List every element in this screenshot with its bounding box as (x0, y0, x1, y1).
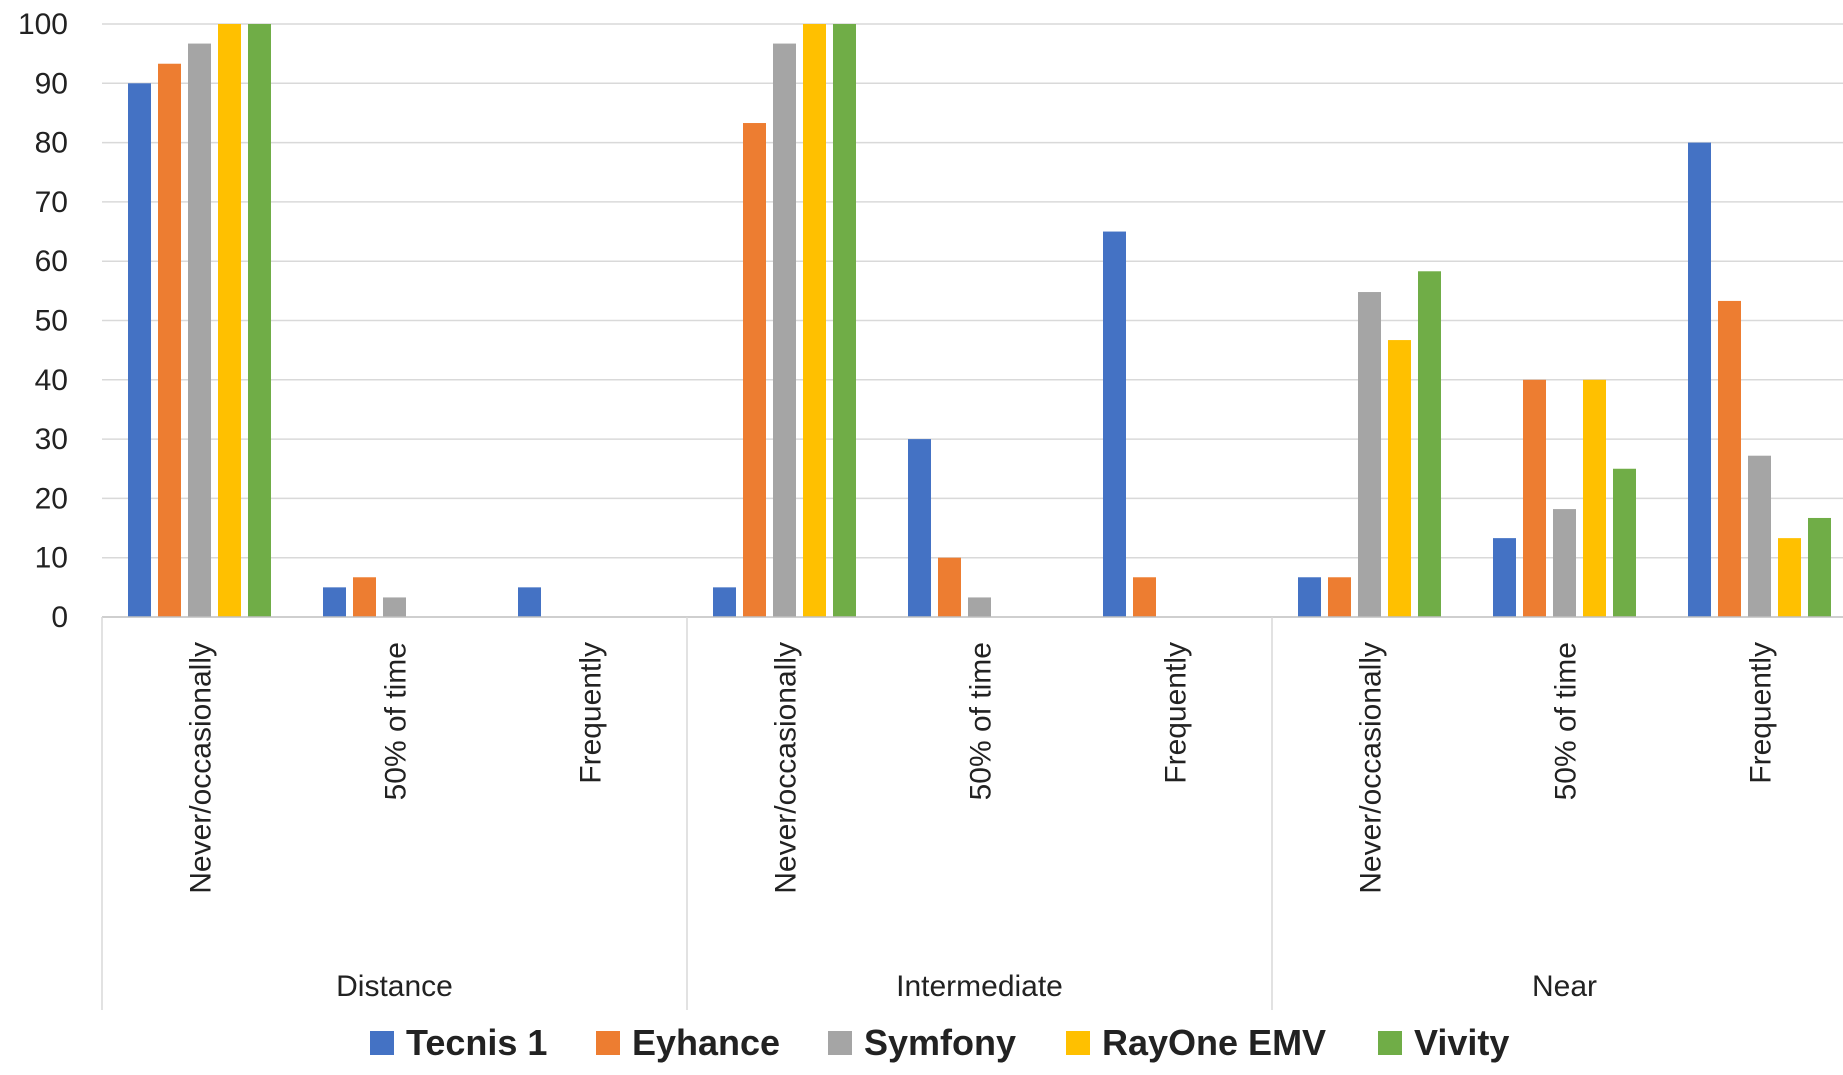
bar-rayone-emv (218, 24, 241, 617)
bar-symfony (1553, 509, 1576, 617)
x-category-label: Frequently (575, 642, 608, 784)
bar-symfony (1748, 455, 1771, 617)
bar-symfony (383, 597, 406, 617)
legend: Tecnis 1 Eyhance Symfony RayOne EMV Vivity (370, 1022, 1509, 1063)
y-tick-label: 50 (35, 305, 68, 338)
bar-tecnis-1 (1688, 142, 1711, 617)
bar-vivity (1418, 271, 1441, 617)
legend-label: Eyhance (632, 1022, 780, 1063)
legend-swatch (1066, 1031, 1090, 1055)
legend-swatch (1378, 1031, 1402, 1055)
axes: 0 10 20 30 40 50 60 70 80 90 100 Never/occasionally… (18, 8, 1843, 1010)
y-tick-label: 40 (35, 364, 68, 397)
bar-tecnis-1 (1103, 231, 1126, 618)
y-tick-label: 70 (35, 186, 68, 219)
bar-tecnis-1 (128, 83, 151, 618)
gridlines (102, 23, 1843, 559)
legend-label: RayOne EMV (1102, 1022, 1326, 1063)
y-tick-label: 10 (35, 542, 68, 575)
bar-tecnis-1 (713, 587, 736, 617)
bar-rayone-emv (1778, 538, 1801, 617)
bar-eyhance (1523, 379, 1546, 617)
legend-swatch (370, 1031, 394, 1055)
bar-vivity (1808, 517, 1831, 617)
bar-eyhance (938, 557, 961, 617)
bar-rayone-emv (1583, 379, 1606, 617)
x-category-label: 50% of time (380, 642, 413, 800)
bar-symfony (968, 597, 991, 617)
y-tick-label: 30 (35, 423, 68, 456)
bar-tecnis-1 (323, 587, 346, 617)
bar-eyhance (743, 123, 766, 617)
bar-symfony (1358, 292, 1381, 617)
bar-symfony (188, 43, 211, 618)
legend-swatch (596, 1031, 620, 1055)
y-tick-label: 60 (35, 245, 68, 278)
bar-tecnis-1 (1493, 538, 1516, 617)
bar-rayone-emv (803, 24, 826, 617)
y-tick-label: 20 (35, 482, 68, 515)
bar-eyhance (353, 577, 376, 617)
bar-vivity (1613, 468, 1636, 617)
bars (128, 24, 1831, 618)
y-tick-label: 100 (18, 8, 68, 41)
x-category-label: Never/occasionally (770, 642, 803, 894)
x-category-label: Never/occasionally (185, 642, 218, 894)
bar-eyhance (1328, 577, 1351, 617)
bar-tecnis-1 (908, 439, 931, 617)
legend-swatch (828, 1031, 852, 1055)
x-group-label: Distance (336, 970, 453, 1003)
x-category-label: Never/occasionally (1355, 642, 1388, 894)
x-group-label: Near (1532, 970, 1597, 1003)
bar-symfony (773, 43, 796, 618)
y-tick-label: 80 (35, 127, 68, 160)
y-tick-label: 0 (51, 601, 68, 634)
legend-label: Symfony (864, 1022, 1016, 1063)
bar-rayone-emv (1388, 340, 1411, 617)
bar-tecnis-1 (1298, 577, 1321, 617)
x-category-label: Frequently (1745, 642, 1778, 784)
y-tick-label: 90 (35, 67, 68, 100)
bar-eyhance (1718, 300, 1741, 617)
bar-eyhance (158, 63, 181, 617)
bar-vivity (248, 24, 271, 617)
bar-tecnis-1 (518, 587, 541, 617)
bar-vivity (833, 24, 856, 617)
bar-eyhance (1133, 577, 1156, 617)
x-category-label: 50% of time (1550, 642, 1583, 800)
x-category-label: Frequently (1160, 642, 1193, 784)
legend-label: Tecnis 1 (406, 1022, 547, 1063)
x-group-label: Intermediate (896, 970, 1063, 1003)
legend-label: Vivity (1414, 1022, 1509, 1063)
x-category-label: 50% of time (965, 642, 998, 800)
